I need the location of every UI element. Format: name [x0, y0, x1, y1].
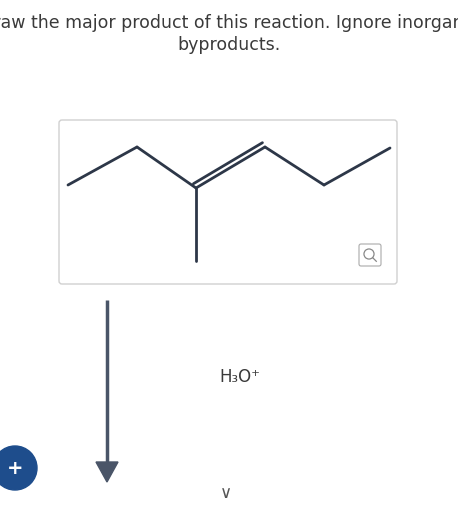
FancyBboxPatch shape: [359, 244, 381, 266]
Text: H₃O⁺: H₃O⁺: [219, 368, 261, 386]
Circle shape: [0, 446, 37, 490]
Text: ∨: ∨: [220, 484, 232, 502]
FancyBboxPatch shape: [59, 120, 397, 284]
Text: +: +: [7, 458, 23, 478]
Text: byproducts.: byproducts.: [177, 36, 281, 54]
Text: Draw the major product of this reaction. Ignore inorganic: Draw the major product of this reaction.…: [0, 14, 458, 32]
Polygon shape: [96, 462, 118, 482]
